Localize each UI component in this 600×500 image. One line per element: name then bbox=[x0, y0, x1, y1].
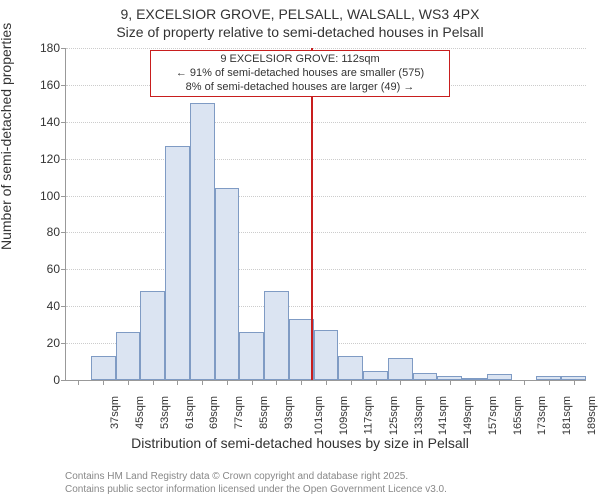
xtick-mark bbox=[574, 380, 575, 385]
xtick-mark bbox=[425, 380, 426, 385]
xtick-label: 37sqm bbox=[109, 396, 121, 429]
gridline bbox=[66, 232, 586, 233]
xtick-mark bbox=[128, 380, 129, 385]
xtick-label: 101sqm bbox=[314, 396, 326, 435]
xtick-label: 181sqm bbox=[561, 396, 573, 435]
ytick-label: 0 bbox=[53, 373, 66, 387]
xtick-mark bbox=[252, 380, 253, 385]
chart-title-line1: 9, EXCELSIOR GROVE, PELSALL, WALSALL, WS… bbox=[121, 6, 480, 22]
xtick-label: 109sqm bbox=[338, 396, 350, 435]
xtick-label: 189sqm bbox=[586, 396, 598, 435]
xtick-label: 53sqm bbox=[159, 396, 171, 429]
xtick-mark bbox=[475, 380, 476, 385]
histogram-bar bbox=[388, 358, 413, 380]
gridline bbox=[66, 48, 586, 49]
xtick-mark bbox=[549, 380, 550, 385]
histogram-bar bbox=[264, 291, 289, 380]
marker-line bbox=[311, 48, 313, 380]
attribution-text: Contains HM Land Registry data © Crown c… bbox=[65, 471, 447, 496]
xtick-mark bbox=[326, 380, 327, 385]
histogram-bar bbox=[140, 291, 165, 380]
xtick-mark bbox=[177, 380, 178, 385]
xtick-mark bbox=[524, 380, 525, 385]
histogram-bar bbox=[338, 356, 363, 380]
annotation-box: 9 EXCELSIOR GROVE: 112sqm← 91% of semi-d… bbox=[150, 50, 450, 97]
histogram-bar bbox=[314, 330, 339, 380]
xtick-mark bbox=[499, 380, 500, 385]
histogram-bar bbox=[91, 356, 116, 380]
xtick-label: 149sqm bbox=[462, 396, 474, 435]
xtick-label: 69sqm bbox=[208, 396, 220, 429]
chart-title-line2: Size of property relative to semi-detach… bbox=[0, 24, 600, 42]
xtick-mark bbox=[376, 380, 377, 385]
plot-area: 02040608010012014016018037sqm45sqm53sqm6… bbox=[65, 48, 586, 381]
ytick-label: 80 bbox=[47, 225, 66, 239]
histogram-bar bbox=[165, 146, 190, 380]
histogram-bar bbox=[363, 371, 388, 380]
xtick-label: 133sqm bbox=[413, 396, 425, 435]
histogram-bar bbox=[239, 332, 264, 380]
histogram-bar bbox=[116, 332, 141, 380]
gridline bbox=[66, 159, 586, 160]
xtick-mark bbox=[153, 380, 154, 385]
x-axis-label: Distribution of semi-detached houses by … bbox=[0, 435, 600, 451]
xtick-label: 45sqm bbox=[134, 396, 146, 429]
histogram-bar bbox=[215, 188, 240, 380]
ytick-label: 40 bbox=[47, 299, 66, 313]
xtick-mark bbox=[227, 380, 228, 385]
ytick-label: 100 bbox=[40, 189, 66, 203]
attribution-line2: Contains public sector information licen… bbox=[65, 484, 447, 497]
ytick-label: 60 bbox=[47, 262, 66, 276]
xtick-label: 157sqm bbox=[487, 396, 499, 435]
xtick-mark bbox=[450, 380, 451, 385]
histogram-bar bbox=[413, 373, 438, 380]
xtick-label: 165sqm bbox=[512, 396, 524, 435]
histogram-chart: 9, EXCELSIOR GROVE, PELSALL, WALSALL, WS… bbox=[0, 0, 600, 500]
gridline bbox=[66, 122, 586, 123]
xtick-label: 125sqm bbox=[388, 396, 400, 435]
annotation-line: ← 91% of semi-detached houses are smalle… bbox=[155, 67, 445, 81]
xtick-label: 85sqm bbox=[258, 396, 270, 429]
xtick-mark bbox=[276, 380, 277, 385]
xtick-mark bbox=[400, 380, 401, 385]
gridline bbox=[66, 196, 586, 197]
xtick-label: 173sqm bbox=[536, 396, 548, 435]
attribution-line1: Contains HM Land Registry data © Crown c… bbox=[65, 471, 447, 484]
annotation-line: 9 EXCELSIOR GROVE: 112sqm bbox=[155, 53, 445, 67]
xtick-label: 117sqm bbox=[362, 396, 374, 434]
xtick-label: 93sqm bbox=[283, 396, 295, 429]
annotation-line: 8% of semi-detached houses are larger (4… bbox=[155, 81, 445, 95]
ytick-label: 160 bbox=[40, 78, 66, 92]
ytick-label: 120 bbox=[40, 152, 66, 166]
xtick-label: 61sqm bbox=[184, 396, 196, 429]
xtick-label: 77sqm bbox=[233, 396, 245, 429]
gridline bbox=[66, 269, 586, 270]
ytick-label: 180 bbox=[40, 41, 66, 55]
chart-title: 9, EXCELSIOR GROVE, PELSALL, WALSALL, WS… bbox=[0, 6, 600, 41]
xtick-mark bbox=[78, 380, 79, 385]
y-axis-label: Number of semi-detached properties bbox=[0, 23, 14, 250]
xtick-mark bbox=[202, 380, 203, 385]
histogram-bar bbox=[190, 103, 215, 380]
ytick-label: 140 bbox=[40, 115, 66, 129]
xtick-mark bbox=[301, 380, 302, 385]
xtick-mark bbox=[351, 380, 352, 385]
ytick-label: 20 bbox=[47, 336, 66, 350]
xtick-mark bbox=[103, 380, 104, 385]
xtick-label: 141sqm bbox=[437, 396, 449, 435]
